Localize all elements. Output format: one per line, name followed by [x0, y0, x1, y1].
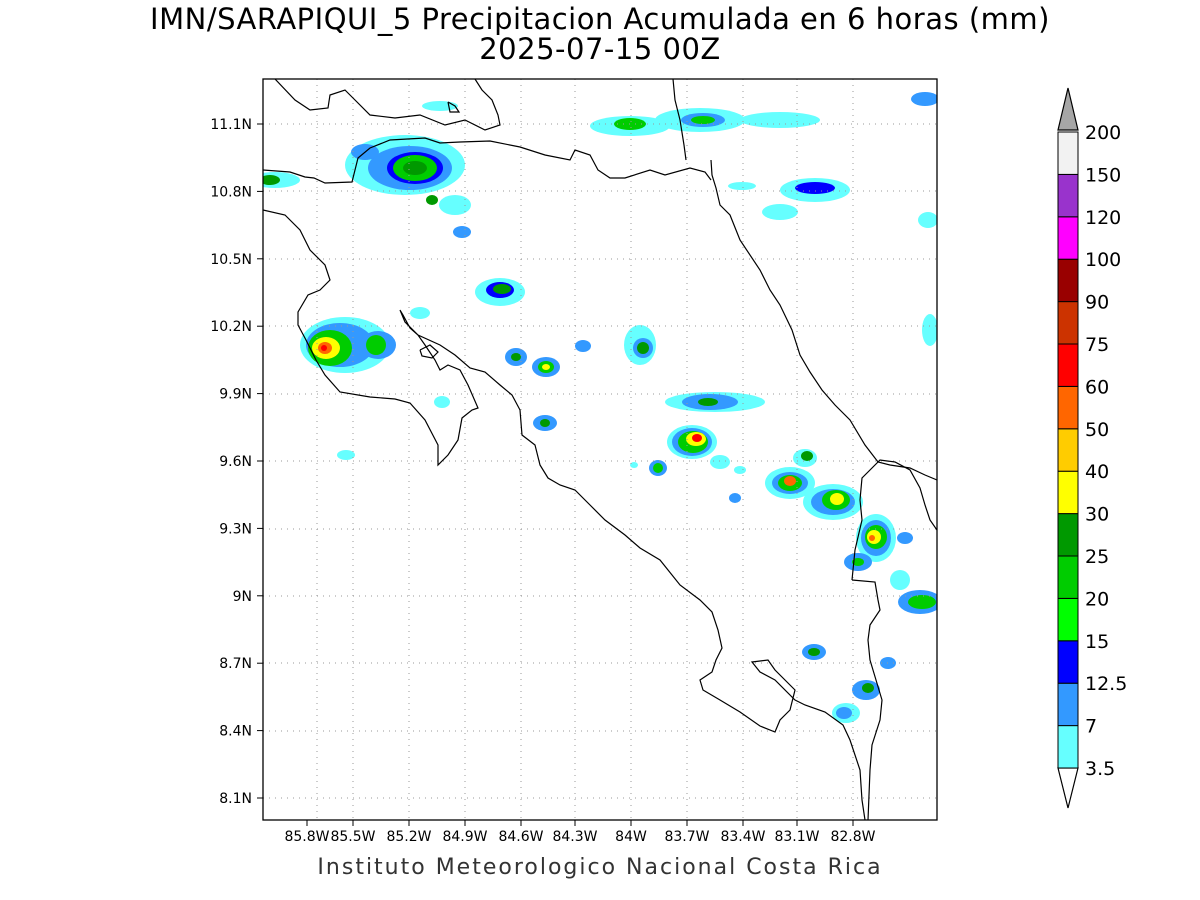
colorbar-label: 75	[1085, 334, 1109, 356]
colorbar-label: 60	[1085, 376, 1109, 398]
lat-label: 10.5N	[210, 252, 252, 268]
map-frame	[262, 78, 938, 821]
lon-label: 85.2W	[386, 829, 431, 845]
colorbar-label: 15	[1085, 631, 1109, 653]
map-background	[263, 79, 937, 820]
colorbar-label: 12.5	[1085, 673, 1127, 695]
colorbar-swatch	[1057, 470, 1079, 515]
footer-credit: Instituto Meteorologico Nacional Costa R…	[317, 855, 883, 880]
colorbar-swatch	[1057, 597, 1079, 642]
colorbar-swatch	[1057, 555, 1079, 599]
lat-label: 9.9N	[219, 387, 252, 403]
colorbar-label: 7	[1085, 716, 1097, 738]
lon-label: 83.7W	[664, 829, 709, 845]
colorbar-label: 40	[1085, 461, 1109, 483]
lat-label: 10.2N	[210, 319, 252, 335]
colorbar-bottom-arrow	[1057, 767, 1079, 809]
colorbar-legend: 3.5 7 12.5 15 20 25 30 40 50 60 75 90 100 120 150 200	[1057, 87, 1127, 809]
lon-label: 84.3W	[552, 829, 597, 845]
lon-label: 84W	[615, 829, 647, 845]
colorbar-label: 30	[1085, 504, 1109, 526]
lon-label: 84.6W	[498, 829, 543, 845]
colorbar-label: 120	[1085, 207, 1121, 229]
colorbar-label: 90	[1085, 292, 1109, 314]
colorbar-swatch	[1057, 640, 1079, 684]
colorbar-label: 100	[1085, 249, 1121, 271]
lat-label: 9.3N	[219, 521, 252, 537]
precipitation-field	[263, 92, 937, 723]
lat-label: 8.7N	[219, 656, 252, 672]
map-title: IMN/SARAPIQUI_5 Precipitacion Acumulada …	[150, 2, 1050, 36]
map-grid	[263, 79, 937, 820]
lon-label: 85.8W	[284, 829, 329, 845]
coastlines	[263, 79, 937, 820]
colorbar-swatch	[1057, 173, 1079, 218]
lon-label: 83.1W	[774, 829, 819, 845]
colorbar-top-arrow	[1057, 87, 1079, 131]
lat-label: 8.1N	[219, 791, 252, 807]
longitude-axis: 85.8W 85.5W 85.2W 84.9W 84.6W 84.3W 84W 83.7W 83…	[284, 820, 876, 845]
lon-label: 84.9W	[442, 829, 487, 845]
colorbar-swatch	[1057, 258, 1079, 303]
lon-label: 83.4W	[720, 829, 765, 845]
colorbar-label: 50	[1085, 419, 1109, 441]
colorbar-swatch	[1057, 682, 1079, 727]
lat-label: 10.8N	[210, 184, 252, 200]
colorbar-swatch	[1057, 343, 1079, 387]
latitude-axis: 11.1N 10.8N 10.5N 10.2N 9.9N 9.6N 9.3N 9N 8.7N 8.…	[210, 117, 263, 807]
lat-label: 9.6N	[219, 454, 252, 470]
lon-label: 85.5W	[330, 829, 375, 845]
colorbar-swatch	[1057, 301, 1079, 345]
lat-label: 9N	[233, 589, 252, 605]
colorbar-swatch	[1057, 513, 1079, 557]
lon-label: 82.8W	[830, 829, 875, 845]
colorbar-swatch	[1057, 131, 1079, 175]
colorbar-swatch	[1057, 725, 1079, 769]
colorbar-swatch	[1057, 216, 1079, 260]
map-subtitle: 2025-07-15 00Z	[479, 32, 721, 66]
colorbar-swatch	[1057, 385, 1079, 430]
colorbar-label: 3.5	[1085, 758, 1115, 780]
colorbar-label: 20	[1085, 588, 1109, 610]
colorbar-label: 25	[1085, 546, 1109, 568]
colorbar-swatch	[1057, 428, 1079, 472]
lat-label: 11.1N	[210, 117, 252, 133]
colorbar-label: 200	[1085, 122, 1121, 144]
lat-label: 8.4N	[219, 724, 252, 740]
colorbar-label: 150	[1085, 164, 1121, 186]
